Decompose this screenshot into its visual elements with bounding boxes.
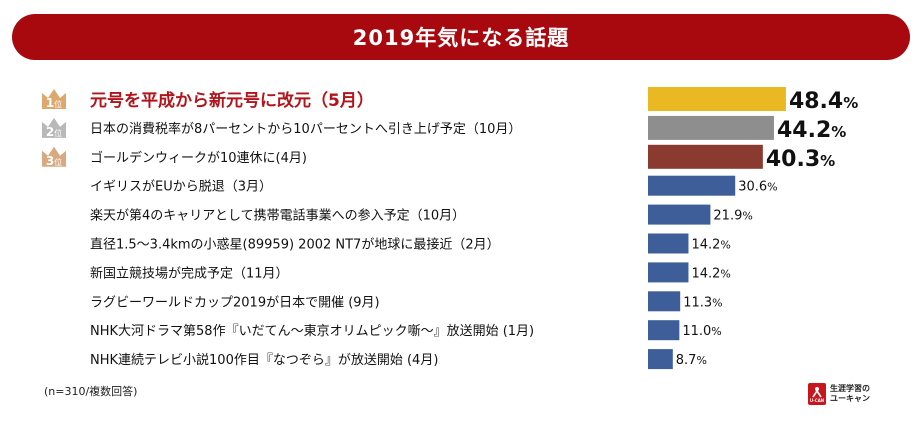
- value-number-7: 14.2: [691, 266, 720, 281]
- rank-badge-1: 1位: [42, 89, 66, 110]
- category-label-6: 直径1.5〜3.4kmの小惑星(89959) 2002 NT7が地球に最接近（2…: [90, 237, 500, 253]
- value-unit-2: %: [831, 123, 846, 141]
- rank-badge-2: 2位: [42, 117, 66, 139]
- sample-size-note: (n=310/複数回答): [44, 385, 138, 398]
- rank-suffix-1: 位: [54, 99, 62, 109]
- bar-2: [648, 115, 774, 140]
- value-label-10: 8.7%: [676, 353, 707, 368]
- category-label-2: 日本の消費税率が8パーセントから10パーセントへ引き上げ予定（10月）: [90, 121, 521, 137]
- chart-title-bar: 2019年気になる話題: [12, 14, 910, 60]
- rank-number-3: 3: [46, 154, 54, 168]
- value-unit-9: %: [711, 325, 721, 338]
- value-number-10: 8.7: [676, 353, 697, 368]
- value-label-5: 21.9%: [713, 209, 752, 224]
- category-label-3: ゴールデンウィークが10連休に(4月): [90, 150, 307, 166]
- ucan-logo: U-CAN 生涯学習の ユーキャン: [808, 383, 870, 405]
- bar-8: [648, 291, 681, 312]
- rank-number-2: 2: [46, 125, 54, 139]
- value-unit-7: %: [720, 267, 730, 280]
- category-label-8: ラグビーワールドカップ2019が日本で開催 (9月): [90, 295, 380, 310]
- value-label-3: 40.3%: [766, 147, 835, 172]
- value-label-1: 48.4%: [789, 89, 858, 114]
- category-label-1: 元号を平成から新元号に改元（5月）: [90, 90, 374, 111]
- value-number-6: 14.2: [691, 238, 720, 253]
- rank-text-2: 2位: [46, 125, 62, 139]
- category-label-9: NHK大河ドラマ第58作『いだてん〜東京オリムピック噺〜』放送開始 (1月): [90, 323, 534, 339]
- value-label-6: 14.2%: [691, 238, 730, 253]
- category-label-4: イギリスがEUから脱退（3月）: [90, 180, 272, 195]
- ucan-logo-text: 生涯学習の ユーキャン: [830, 384, 870, 404]
- rank-badge-3: 3位: [42, 146, 66, 168]
- crown-icon: [42, 89, 66, 109]
- ucan-logo-mark: U-CAN: [808, 383, 826, 405]
- value-number-4: 30.6: [738, 180, 767, 195]
- category-label-10: NHK連続テレビ小説100作目『なつぞら』が放送開始 (4月): [90, 352, 438, 368]
- value-number-3: 40.3: [766, 147, 820, 172]
- bar-9: [648, 320, 680, 341]
- rank-text-1: 1位: [46, 96, 62, 110]
- value-number-1: 48.4: [789, 89, 843, 114]
- value-unit-3: %: [820, 152, 835, 170]
- rank-text-3: 3位: [46, 154, 62, 168]
- value-unit-1: %: [843, 94, 858, 112]
- bar-1: [648, 87, 786, 111]
- value-label-8: 11.3%: [683, 295, 722, 310]
- bar-5: [648, 204, 711, 225]
- crown-icon: [42, 146, 66, 167]
- bar-6: [648, 233, 689, 254]
- value-number-9: 11.0: [682, 324, 711, 339]
- value-unit-10: %: [696, 354, 706, 367]
- value-number-8: 11.3: [683, 295, 712, 310]
- value-unit-6: %: [720, 239, 730, 252]
- value-label-9: 11.0%: [682, 324, 721, 339]
- value-label-4: 30.6%: [738, 180, 777, 195]
- chart-title: 2019年気になる話題: [352, 26, 570, 50]
- ucan-figure-icon: [812, 386, 822, 397]
- rank-number-1: 1: [46, 96, 54, 110]
- ucan-logo-line1: 生涯学習の: [830, 384, 870, 393]
- bar-4: [648, 175, 736, 196]
- value-unit-8: %: [712, 296, 722, 309]
- bar-3: [648, 144, 763, 169]
- rank-suffix-2: 位: [54, 128, 62, 138]
- value-label-2: 44.2%: [777, 118, 846, 143]
- rank-suffix-3: 位: [54, 157, 62, 167]
- category-label-5: 楽天が第4のキャリアとして携帯電話事業への参入予定（10月）: [90, 208, 465, 224]
- bar-7: [648, 262, 689, 283]
- crown-icon: [42, 117, 66, 138]
- category-label-7: 新国立競技場が完成予定（11月）: [90, 265, 289, 281]
- value-number-5: 21.9: [713, 209, 742, 224]
- ucan-logo-mark-text: U-CAN: [809, 397, 825, 403]
- value-unit-4: %: [767, 181, 777, 194]
- bar-10: [648, 349, 673, 370]
- value-unit-5: %: [742, 210, 752, 223]
- ucan-logo-line2: ユーキャン: [830, 394, 870, 403]
- value-number-2: 44.2: [777, 118, 831, 143]
- value-label-7: 14.2%: [691, 266, 730, 281]
